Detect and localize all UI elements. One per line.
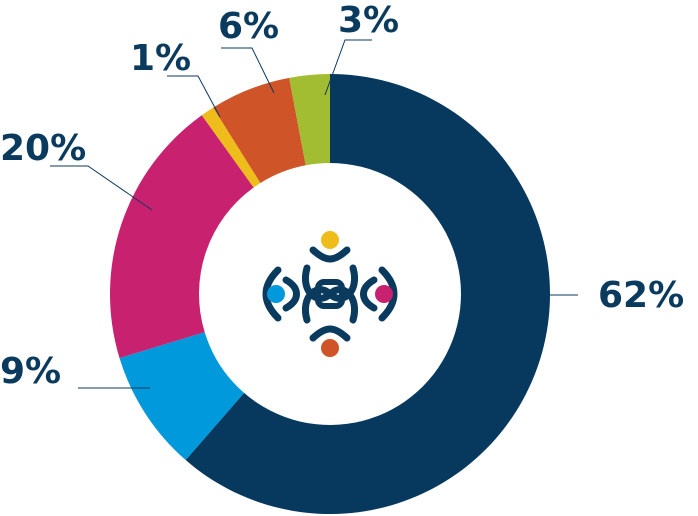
slice-9 bbox=[119, 332, 245, 461]
label-3: 3% bbox=[338, 0, 399, 41]
slice-20 bbox=[110, 115, 254, 359]
slice-6 bbox=[213, 77, 306, 184]
label-6: 6% bbox=[218, 6, 279, 47]
leader-line-6 bbox=[221, 47, 275, 94]
leaders-group bbox=[50, 39, 578, 389]
label-9: 9% bbox=[0, 351, 61, 392]
slice-62 bbox=[185, 74, 550, 514]
leader-line-1 bbox=[167, 75, 221, 118]
slices-group bbox=[110, 74, 550, 514]
label-1: 1% bbox=[130, 38, 191, 79]
slice-1 bbox=[201, 107, 261, 188]
slice-3 bbox=[289, 74, 330, 166]
label-62: 62% bbox=[598, 275, 684, 316]
label-20: 20% bbox=[0, 128, 86, 169]
leader-line-3 bbox=[324, 39, 372, 96]
leader-line-20 bbox=[50, 165, 153, 211]
dna-logo-icon bbox=[262, 231, 398, 357]
